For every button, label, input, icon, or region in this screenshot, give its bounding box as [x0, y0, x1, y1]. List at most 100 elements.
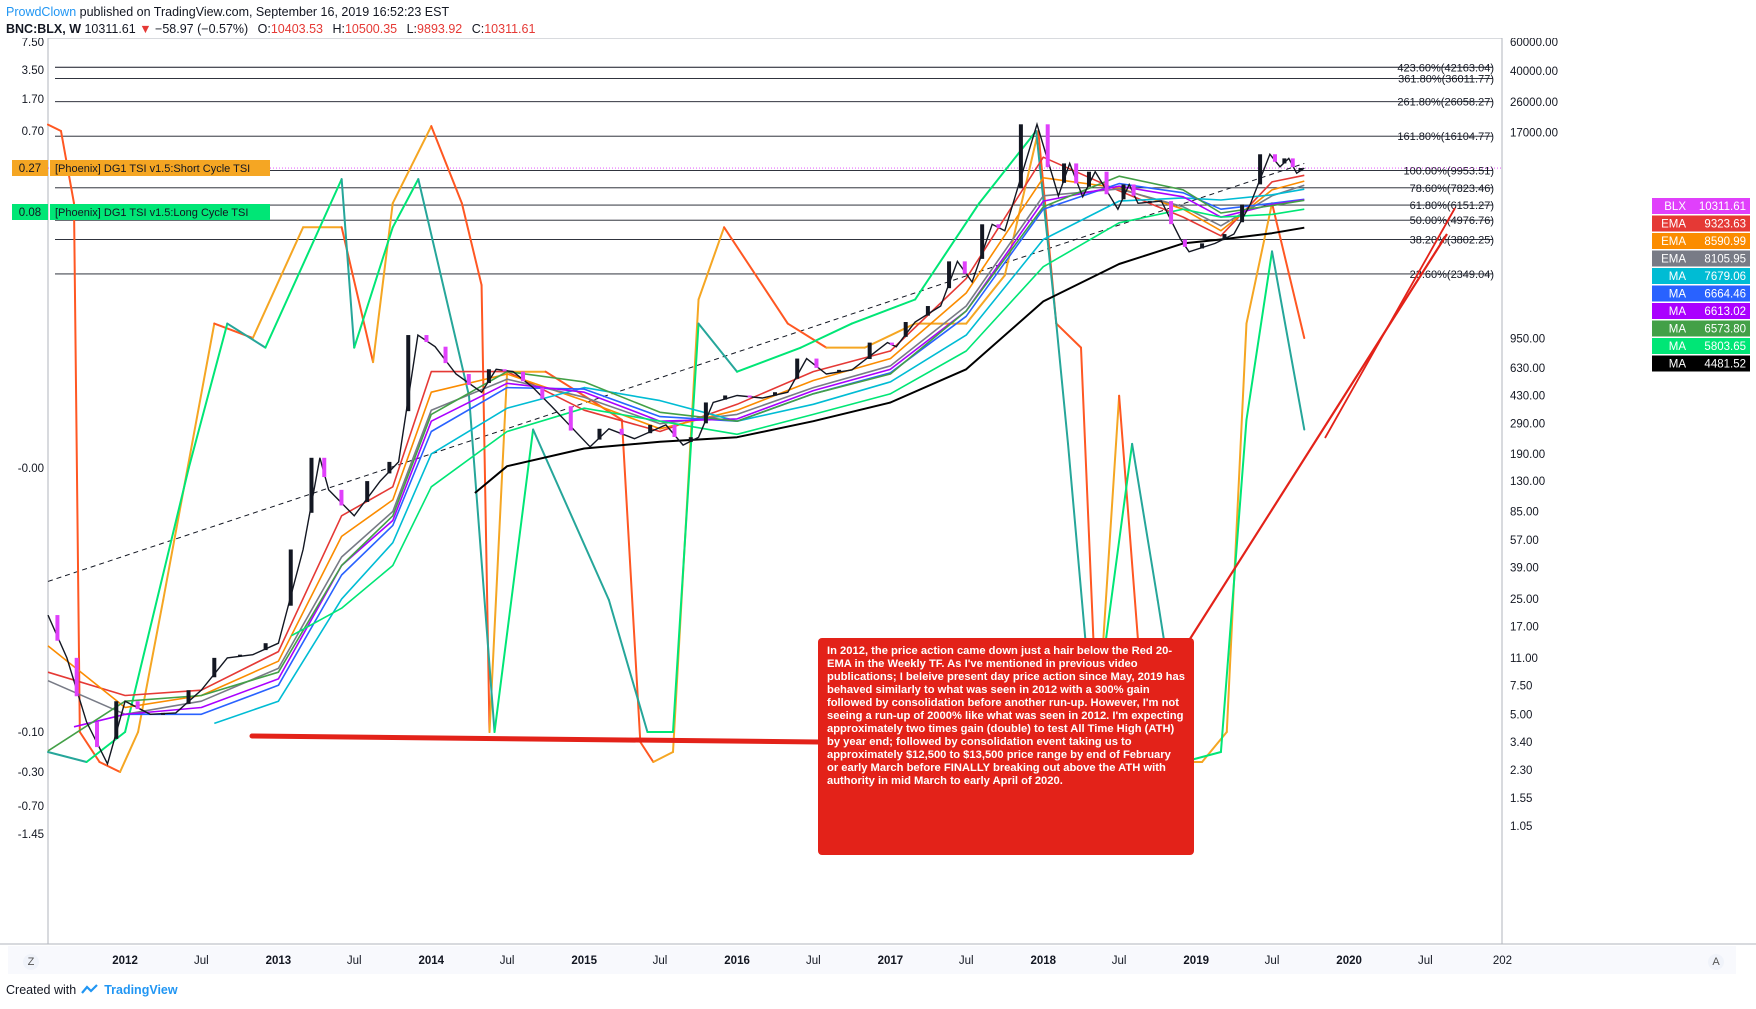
short-cycle-tsi-segment — [620, 418, 642, 743]
price-tag-bg — [1652, 198, 1750, 214]
tradingview-brand[interactable]: TradingView — [104, 983, 178, 997]
price-tag-name: EMA — [1661, 219, 1686, 231]
price-tag-bg — [1652, 268, 1750, 284]
long-cycle-tsi-segment — [493, 428, 535, 733]
price-tag-name: EMA — [1661, 236, 1686, 248]
candle — [814, 358, 819, 368]
candle — [1182, 239, 1187, 247]
long-cycle-tsi-segment — [1219, 418, 1248, 753]
candle — [1131, 184, 1136, 196]
short-cycle-tsi-segment — [965, 274, 1006, 325]
candle — [186, 690, 191, 704]
price-tag-bg — [1652, 285, 1750, 302]
price-axis-tick: 3.40 — [1510, 737, 1532, 749]
ma-line-8 — [474, 226, 1305, 494]
short-cycle-tsi-segment — [723, 226, 789, 325]
candle — [1086, 171, 1091, 187]
price-tag-name: MA — [1669, 271, 1687, 283]
price-tag-value: 4481.52 — [1704, 359, 1746, 371]
arrow-2019 — [1187, 233, 1448, 643]
short-cycle-tsi-segment — [430, 125, 463, 205]
candle — [74, 657, 79, 697]
ma-line-5 — [73, 185, 1305, 728]
time-axis-tick: Jul — [347, 955, 362, 967]
zoom-button[interactable]: Z — [23, 954, 39, 970]
candle — [135, 701, 140, 710]
price-tag-bg — [1652, 233, 1750, 249]
last-price: 10311.61 — [84, 22, 136, 36]
time-axis-tick: 2019 — [1183, 955, 1209, 967]
price-tag-ema-2: EMA 8590.99 — [1652, 233, 1750, 249]
auto-scale-button[interactable]: A — [1708, 954, 1724, 970]
price-axis-tick: 430.00 — [1510, 390, 1545, 402]
candle — [212, 657, 217, 678]
author-link[interactable]: ProwdClown — [6, 5, 77, 19]
time-axis-tick: Jul — [1112, 955, 1127, 967]
long-cycle-tsi-segment — [467, 394, 496, 733]
candle — [925, 306, 930, 316]
candle — [688, 437, 693, 442]
price-axis-tick: 26000.00 — [1510, 97, 1558, 109]
candle — [160, 712, 165, 715]
candle — [795, 358, 800, 379]
short-cycle-tsi-segment — [78, 731, 101, 763]
tsi-axis-tick: -1.45 — [18, 829, 44, 841]
long-tsi-label: [Phoenix] DG1 TSI v1.5:Long Cycle TSI — [55, 207, 248, 219]
price-tag-bg — [1652, 338, 1750, 354]
low-value: 9893.92 — [417, 22, 463, 36]
long-cycle-tsi-segment — [85, 731, 127, 763]
price-axis-tick: 190.00 — [1510, 449, 1545, 461]
created-with-text: Created with — [6, 983, 77, 997]
tsi-axis-tick: -0.10 — [18, 727, 44, 739]
candle — [387, 461, 392, 474]
price-axis-tick: 39.00 — [1510, 562, 1539, 574]
short-cycle-tsi-segment — [1225, 322, 1248, 733]
price-tag-bg — [1652, 320, 1750, 337]
price-tag-value: 6664.46 — [1704, 289, 1746, 301]
long-cycle-tsi-segment — [124, 467, 190, 733]
price-axis-tick: 85.00 — [1510, 507, 1539, 519]
candle — [703, 402, 708, 424]
annotation-text: In 2012, the price action came down just… — [818, 638, 1194, 855]
long-cycle-tsi-segment — [417, 178, 470, 397]
price-tag-name: MA — [1669, 324, 1687, 336]
price-tag-name: EMA — [1661, 254, 1686, 266]
fib-label-1: 361.80%(36011.77) — [1398, 74, 1494, 86]
price-tag-bg — [1652, 250, 1750, 267]
time-axis-tick: Jul — [806, 955, 821, 967]
time-axis-tick: Jul — [959, 955, 974, 967]
candle — [568, 406, 573, 431]
time-axis-tick: Jul — [500, 955, 515, 967]
candle — [1298, 168, 1303, 172]
fib-label-6: 61.80%(6151.27) — [1410, 200, 1494, 212]
price-tag-ma-4: MA 7679.06 — [1652, 268, 1750, 284]
long-cycle-tsi-segment — [914, 202, 981, 301]
price-axis-tick: 25.00 — [1510, 594, 1539, 606]
short-cycle-tsi-segment — [372, 202, 394, 364]
short-cycle-tsi-segment — [786, 322, 828, 349]
time-axis-tick: 2018 — [1031, 955, 1057, 967]
fib-label-5: 78.60%(7823.46) — [1410, 183, 1494, 195]
fib-label-2: 261.80%(26058.27) — [1397, 97, 1494, 109]
fib-label-0: 423.60%(42163.04) — [1397, 62, 1494, 74]
candle — [1200, 243, 1205, 249]
price-tag-blx-0: BLX 10311.61 — [1652, 198, 1750, 214]
published-text: published on TradingView.com, September … — [79, 5, 450, 19]
price-axis-tick: 1.55 — [1510, 793, 1532, 805]
dashed-trendline — [47, 162, 1305, 582]
price-change: −58.97 (−0.57%) — [155, 22, 249, 36]
long-cycle-tsi-segment — [187, 322, 229, 469]
long-cycle-tsi-segment — [799, 322, 853, 349]
close-value: 10311.61 — [484, 22, 536, 36]
long-tsi-value-bg — [12, 204, 48, 220]
price-axis-tick: 17000.00 — [1510, 127, 1558, 139]
time-axis-tick: 2017 — [878, 955, 904, 967]
price-tag-value: 6573.80 — [1704, 324, 1746, 336]
tsi-axis-tick: -0.70 — [18, 801, 44, 813]
candle — [288, 549, 293, 606]
candle — [980, 224, 985, 259]
open-label: O: — [257, 22, 271, 36]
candle — [889, 342, 894, 346]
price-chart[interactable]: 423.60%(42163.04)361.80%(36011.77) 261.80… — [0, 38, 1756, 978]
candle — [1045, 124, 1050, 168]
